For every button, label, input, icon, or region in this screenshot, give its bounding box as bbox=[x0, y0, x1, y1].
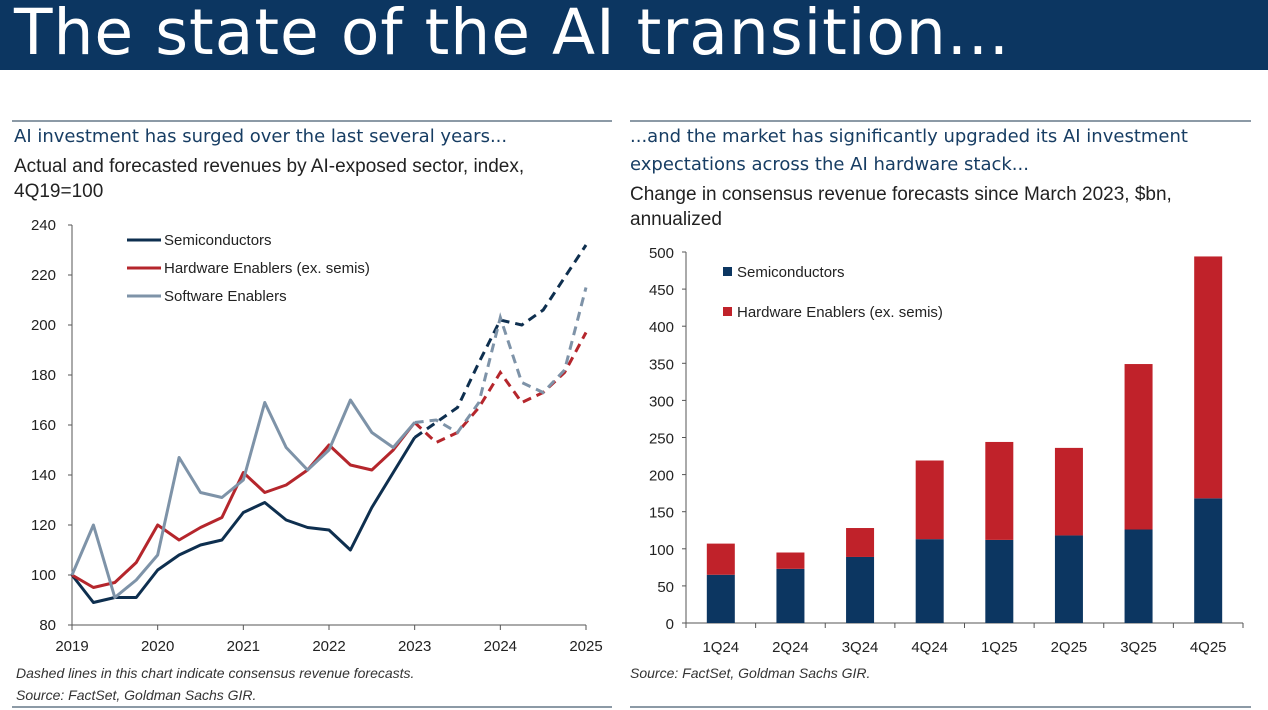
bar-hardware-enablers-ex-semis-2q25 bbox=[1054, 447, 1083, 536]
x-tick-label: 3Q25 bbox=[1120, 639, 1157, 656]
bar-semiconductors-1q25 bbox=[985, 539, 1014, 623]
x-tick-label: 2025 bbox=[569, 638, 602, 655]
bar-semiconductors-1q24 bbox=[706, 574, 735, 623]
x-tick-label: 2023 bbox=[398, 638, 431, 655]
left-bottom-divider bbox=[12, 706, 612, 708]
y-tick-label: 450 bbox=[649, 282, 674, 299]
bar-hardware-enablers-ex-semis-4q25 bbox=[1194, 256, 1223, 499]
y-tick-label: 120 bbox=[31, 517, 56, 534]
bar-hardware-enablers-ex-semis-4q24 bbox=[915, 460, 944, 540]
x-tick-label: 2024 bbox=[484, 638, 517, 655]
y-tick-label: 300 bbox=[649, 393, 674, 410]
y-tick-label: 200 bbox=[649, 468, 674, 485]
y-tick-label: 150 bbox=[649, 505, 674, 522]
y-tick-label: 400 bbox=[649, 319, 674, 336]
right-headline-line2: expectations across the AI hardware stac… bbox=[630, 154, 1029, 175]
legend-label-semiconductors: Semiconductors bbox=[737, 264, 845, 281]
bar-semiconductors-2q25 bbox=[1054, 535, 1083, 623]
legend-swatch-hardware-enablers-ex-semis bbox=[723, 307, 732, 316]
title-bar: The state of the AI transition... bbox=[0, 0, 1268, 70]
line-actual-hardware-enablers-ex-semis bbox=[71, 421, 416, 589]
y-tick-label: 160 bbox=[31, 417, 56, 434]
legend-label-hardware-enablers-ex-semis: Hardware Enablers (ex. semis) bbox=[737, 304, 943, 321]
x-tick-label: 2021 bbox=[227, 638, 260, 655]
y-tick-label: 80 bbox=[39, 617, 56, 634]
y-tick-label: 240 bbox=[31, 217, 56, 234]
x-tick-label: 2022 bbox=[312, 638, 345, 655]
line-actual-semiconductors bbox=[70, 436, 416, 604]
line-actual-software-enablers bbox=[70, 398, 416, 599]
x-tick-label: 2019 bbox=[55, 638, 88, 655]
right-top-divider bbox=[630, 120, 1251, 122]
right-headline-line1: ...and the market has significantly upgr… bbox=[630, 126, 1188, 147]
right-source: Source: FactSet, Goldman Sachs GIR. bbox=[630, 665, 871, 681]
x-tick-label: 4Q25 bbox=[1190, 639, 1227, 656]
bar-hardware-enablers-ex-semis-3q25 bbox=[1124, 364, 1153, 530]
bar-hardware-enablers-ex-semis-2q24 bbox=[776, 552, 805, 569]
y-tick-label: 100 bbox=[649, 542, 674, 559]
right-subtitle-line1: Change in consensus revenue forecasts si… bbox=[630, 184, 1172, 205]
page-title: The state of the AI transition... bbox=[14, 0, 1010, 69]
x-tick-label: 3Q24 bbox=[842, 639, 879, 656]
y-tick-label: 250 bbox=[649, 431, 674, 448]
line-forecast-hardware-enablers-ex-semis bbox=[413, 331, 588, 445]
y-tick-label: 100 bbox=[31, 567, 56, 584]
legend-label-hardware-enablers-ex-semis: Hardware Enablers (ex. semis) bbox=[164, 260, 370, 277]
line-forecast-software-enablers bbox=[414, 287, 588, 435]
bar-hardware-enablers-ex-semis-1q25 bbox=[985, 441, 1014, 540]
left-headline: AI investment has surged over the last s… bbox=[14, 126, 508, 147]
y-tick-label: 0 bbox=[666, 616, 674, 633]
x-tick-label: 1Q24 bbox=[702, 639, 739, 656]
bar-semiconductors-3q25 bbox=[1124, 529, 1153, 623]
y-tick-label: 200 bbox=[31, 317, 56, 334]
left-subtitle-line1: Actual and forecasted revenues by AI-exp… bbox=[14, 156, 525, 177]
y-tick-label: 220 bbox=[31, 267, 56, 284]
line-forecast-semiconductors bbox=[413, 244, 588, 439]
bar-hardware-enablers-ex-semis-1q24 bbox=[706, 543, 735, 575]
bar-semiconductors-2q24 bbox=[776, 568, 805, 623]
x-tick-label: 2Q25 bbox=[1051, 639, 1088, 656]
bar-semiconductors-4q25 bbox=[1194, 498, 1223, 623]
legend-label-semiconductors: Semiconductors bbox=[164, 232, 272, 249]
left-subtitle-line2: 4Q19=100 bbox=[14, 181, 104, 202]
bar-hardware-enablers-ex-semis-3q24 bbox=[846, 528, 875, 557]
right-bottom-divider bbox=[630, 706, 1251, 708]
x-tick-label: 4Q24 bbox=[911, 639, 948, 656]
right-subtitle-line2: annualized bbox=[630, 209, 722, 230]
y-tick-label: 500 bbox=[649, 245, 674, 262]
y-tick-label: 350 bbox=[649, 356, 674, 373]
y-tick-label: 50 bbox=[657, 579, 674, 596]
x-tick-label: 2020 bbox=[141, 638, 174, 655]
legend-swatch-semiconductors bbox=[723, 267, 732, 276]
bar-semiconductors-4q24 bbox=[915, 539, 944, 623]
x-tick-label: 1Q25 bbox=[981, 639, 1018, 656]
y-tick-label: 180 bbox=[31, 367, 56, 384]
y-tick-label: 140 bbox=[31, 467, 56, 484]
x-tick-label: 2Q24 bbox=[772, 639, 809, 656]
left-top-divider bbox=[12, 120, 612, 122]
left-note: Dashed lines in this chart indicate cons… bbox=[16, 665, 415, 681]
bar-semiconductors-3q24 bbox=[846, 556, 875, 623]
left-source: Source: FactSet, Goldman Sachs GIR. bbox=[16, 687, 257, 703]
legend-label-software-enablers: Software Enablers bbox=[164, 288, 287, 305]
